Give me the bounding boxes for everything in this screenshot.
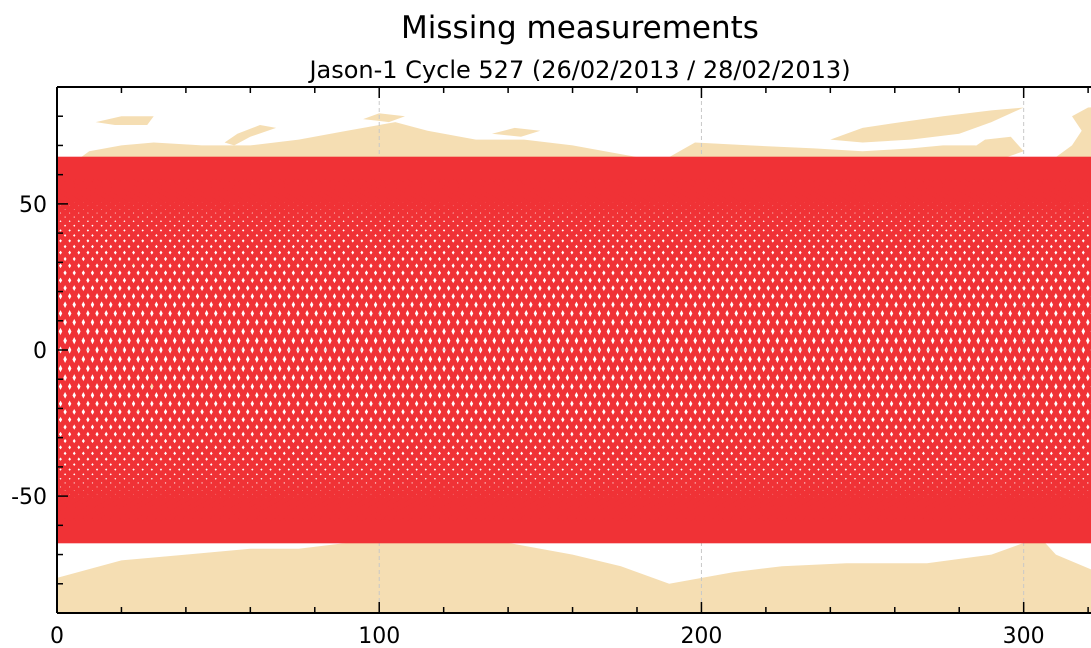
missing-track (904, 178, 1091, 430)
missing-track (977, 178, 1091, 291)
missing-track (923, 178, 1091, 398)
missing-data-layer (57, 156, 1091, 544)
y-tick-label: 0 (33, 339, 47, 364)
missing-track (1014, 462, 1091, 522)
missing-track (968, 178, 1091, 308)
land-novaya-zemlya (224, 125, 277, 146)
missing-track (950, 356, 1091, 522)
missing-track (1014, 178, 1091, 238)
missing-track (932, 178, 1091, 381)
land-svalbard (95, 116, 154, 125)
x-tick-label: 200 (680, 624, 722, 648)
land-baffin (959, 136, 1024, 163)
y-tick-label: -50 (11, 485, 47, 510)
x-tick-label: 300 (1003, 624, 1045, 648)
land-severnaya (363, 113, 405, 123)
missing-track (1005, 178, 1091, 249)
missing-track (987, 178, 1091, 276)
missing-track (996, 178, 1091, 262)
missing-track (914, 178, 1091, 415)
y-tick-label: 50 (19, 193, 47, 218)
missing-track (895, 178, 1091, 444)
missing-track (950, 178, 1091, 344)
chart-title: Missing measurements (401, 10, 759, 46)
missing-track (996, 438, 1091, 522)
axes-layer: 0 100 200 300 -50 0 50 (11, 86, 1091, 648)
land-canadian-archipelago (830, 107, 1024, 143)
missing-track (941, 178, 1091, 363)
missing-track (968, 392, 1091, 522)
land-antarctica (57, 537, 1091, 613)
missing-track (1005, 451, 1091, 522)
missing-track (877, 178, 1091, 467)
x-tick-label: 0 (50, 624, 64, 648)
missing-track (987, 424, 1091, 522)
missing-track (959, 374, 1091, 522)
x-tick-label: 100 (358, 624, 400, 648)
missing-track (977, 409, 1091, 522)
missing-track (886, 178, 1091, 456)
land-siberia-islands (492, 127, 541, 137)
chart-subtitle: Jason-1 Cycle 527 (26/02/2013 / 28/02/20… (309, 56, 851, 84)
missing-track (959, 178, 1091, 326)
